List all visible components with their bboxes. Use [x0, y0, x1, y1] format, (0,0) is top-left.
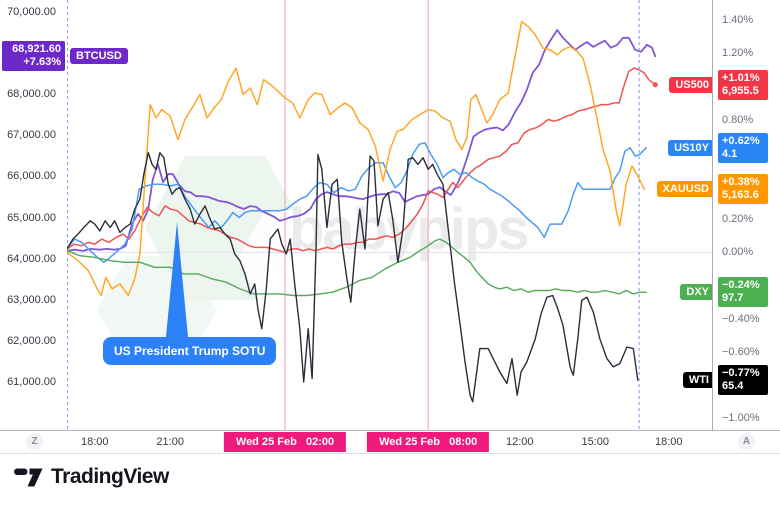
- price-tick-label: 66,000.00: [7, 170, 56, 183]
- time-tick-label: 21:00: [156, 436, 184, 448]
- percent-tick-label: 1.20%: [722, 47, 754, 60]
- timezone-button[interactable]: Z: [26, 433, 43, 450]
- price-tick-label: 68,000.00: [7, 88, 56, 101]
- percent-tick-label: −0.40%: [722, 312, 760, 325]
- price-tick-label: 65,000.00: [7, 211, 56, 224]
- percent-axis-right[interactable]: 1.40%1.20%1.00%0.80%0.60%0.40%0.20%0.00%…: [712, 0, 780, 430]
- footer: TradingView: [0, 452, 780, 510]
- axis-value-badge-xauusd: +0.38% 5,163.6: [718, 174, 768, 205]
- tradingview-brand[interactable]: TradingView: [14, 465, 169, 489]
- price-tick-label: 64,000.00: [7, 252, 56, 265]
- price-axis-left[interactable]: 70,000.0069,000.0068,000.0067,000.0066,0…: [0, 0, 67, 430]
- symbol-chip-us500[interactable]: US500: [669, 76, 715, 93]
- autoscale-button[interactable]: A: [738, 433, 755, 450]
- symbol-chip-wti[interactable]: WTI: [682, 372, 715, 389]
- series-line-btcusd[interactable]: [67, 29, 657, 252]
- price-tick-label: 61,000.00: [7, 376, 56, 389]
- series-line-xauusd[interactable]: [67, 20, 646, 297]
- event-time-badge-1[interactable]: Wed 25 Feb 08:00: [367, 432, 490, 452]
- series-line-wti[interactable]: [67, 151, 639, 403]
- series-end-dot-us500: [652, 82, 658, 88]
- series-line-dxy[interactable]: [67, 238, 647, 297]
- time-tick-label: 15:00: [581, 436, 610, 448]
- series-line-us10y[interactable]: [67, 142, 647, 264]
- series-line-us500[interactable]: [67, 67, 656, 254]
- axis-value-badge-us500: +1.01% 6,955.5: [718, 69, 768, 100]
- percent-tick-label: 0.00%: [722, 246, 754, 259]
- tradingview-wordmark: TradingView: [51, 465, 169, 488]
- price-tick-label: 62,000.00: [7, 335, 56, 348]
- axis-value-badge-dxy: −0.24% 97.7: [718, 277, 768, 308]
- axis-value-badge-btcusd: 68,921.60 +7.63%: [2, 41, 65, 72]
- percent-tick-label: 0.20%: [722, 213, 754, 226]
- price-tick-label: 70,000.00: [7, 5, 56, 18]
- symbol-chip-btcusd[interactable]: BTCUSD: [70, 48, 128, 65]
- percent-tick-label: 0.80%: [722, 113, 754, 126]
- percent-tick-label: 1.40%: [722, 13, 754, 26]
- price-tick-label: 63,000.00: [7, 293, 56, 306]
- event-callout[interactable]: US President Trump SOTU: [103, 337, 277, 365]
- symbol-chip-us10y[interactable]: US10Y: [668, 139, 715, 156]
- time-tick-label: 18:00: [80, 436, 109, 448]
- percent-tick-label: −1.00%: [722, 412, 760, 425]
- symbol-chip-xauusd[interactable]: XAUUSD: [656, 181, 715, 198]
- time-tick-label: 18:00: [655, 436, 683, 448]
- axis-value-badge-wti: −0.77% 65.4: [718, 365, 768, 396]
- percent-tick-label: −0.60%: [722, 345, 760, 358]
- axis-value-badge-us10y: +0.62% 4.1: [718, 132, 768, 163]
- symbol-chip-dxy[interactable]: DXY: [680, 284, 715, 301]
- chart-plot-area[interactable]: babypips US President Trump SOTU › BTCUS…: [67, 0, 715, 430]
- event-time-badge-0[interactable]: Wed 25 Feb 02:00: [223, 432, 347, 452]
- time-tick-label: 12:00: [506, 436, 534, 448]
- price-tick-label: 67,000.00: [7, 129, 56, 142]
- chart-canvas[interactable]: [67, 0, 712, 430]
- tradingview-logo-icon: [14, 468, 43, 486]
- callout-pointer: [166, 222, 188, 337]
